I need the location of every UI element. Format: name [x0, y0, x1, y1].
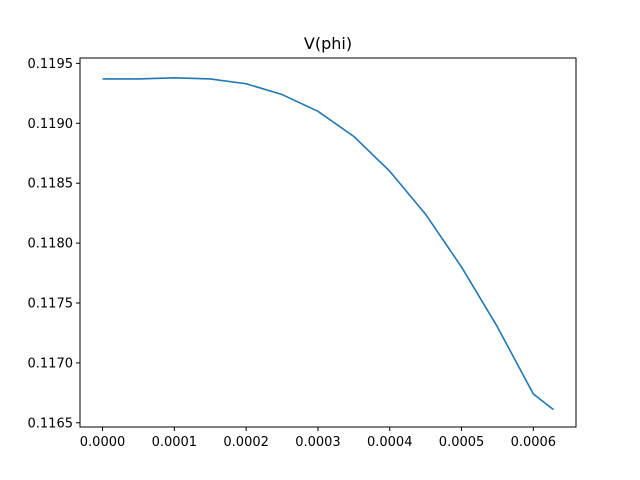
- y-tick-label-3: 0.1180: [28, 237, 74, 252]
- x-tick-label-2: 0.0002: [223, 435, 269, 450]
- y-tick-label-2: 0.1175: [28, 297, 74, 312]
- y-axis: 0.1165 0.1170 0.1175 0.1180 0.1185 0.1190 0.11…: [28, 57, 80, 431]
- y-tick-label-4: 0.1185: [28, 177, 74, 192]
- x-tick-label-0: 0.0000: [80, 435, 126, 450]
- x-tick-label-3: 0.0003: [295, 435, 341, 450]
- plot-area: [102, 76, 554, 411]
- x-axis: 0.0000 0.0001 0.0002 0.0003 0.0004 0.0005 0.00…: [80, 427, 556, 450]
- x-tick-label-6: 0.0006: [511, 435, 557, 450]
- y-tick-label-0: 0.1165: [28, 416, 74, 431]
- x-tick-label-1: 0.0001: [152, 435, 198, 450]
- y-tick-label-5: 0.1190: [28, 117, 74, 132]
- axes-frame: [79, 57, 577, 428]
- y-tick-label-6: 0.1195: [28, 57, 74, 72]
- chart-title: V(phi): [304, 34, 352, 53]
- x-tick-label-4: 0.0004: [367, 435, 413, 450]
- x-tick-label-5: 0.0005: [439, 435, 485, 450]
- series-line-0: [102, 76, 554, 411]
- y-tick-label-1: 0.1170: [28, 356, 74, 371]
